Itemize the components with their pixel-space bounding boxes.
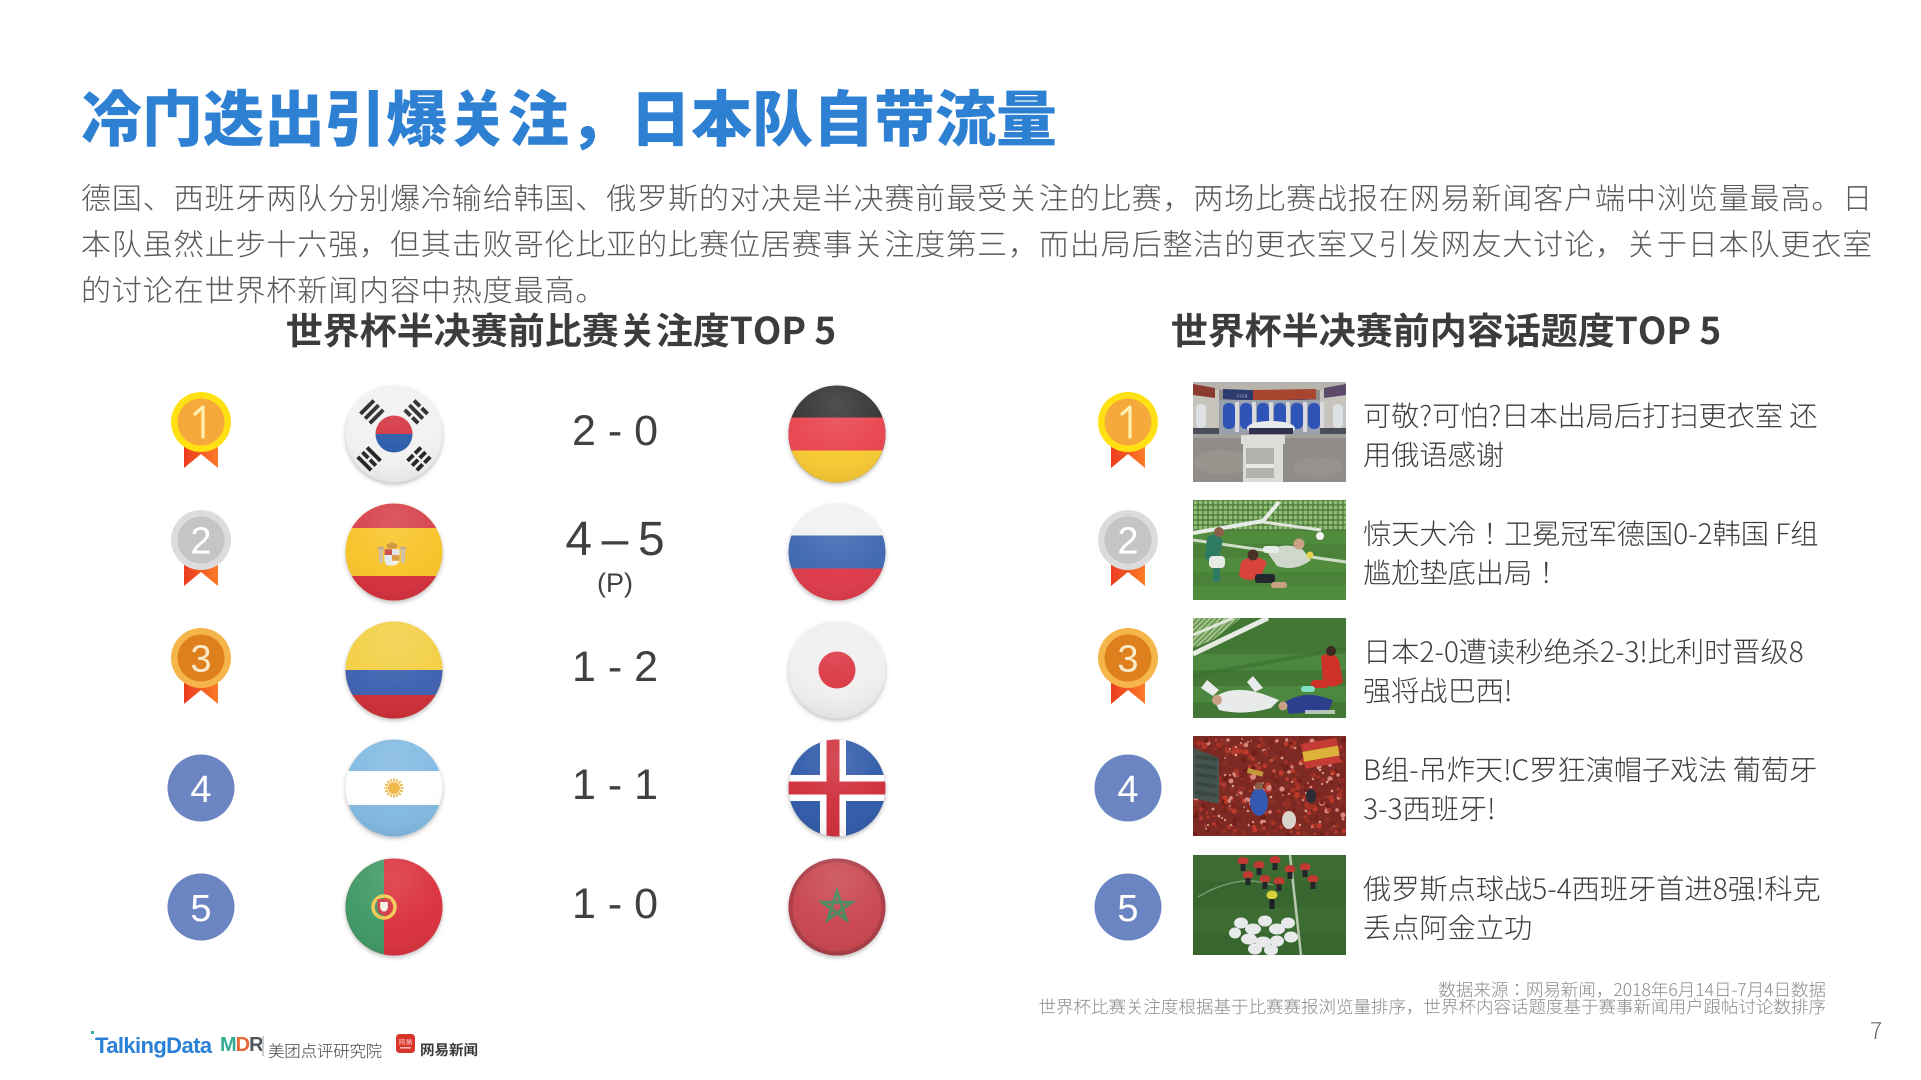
svg-text:3: 3 <box>190 639 211 681</box>
svg-text:2: 2 <box>1117 521 1138 563</box>
svg-text:5: 5 <box>190 888 211 930</box>
svg-text:4: 4 <box>190 769 211 811</box>
svg-text:网易: 网易 <box>399 1038 413 1048</box>
svg-text:FIFA: FIFA <box>1237 394 1248 400</box>
svg-text:5: 5 <box>1117 888 1138 930</box>
svg-text:4: 4 <box>1117 769 1138 811</box>
svg-text:3: 3 <box>1117 639 1138 681</box>
svg-text:2: 2 <box>190 521 211 563</box>
